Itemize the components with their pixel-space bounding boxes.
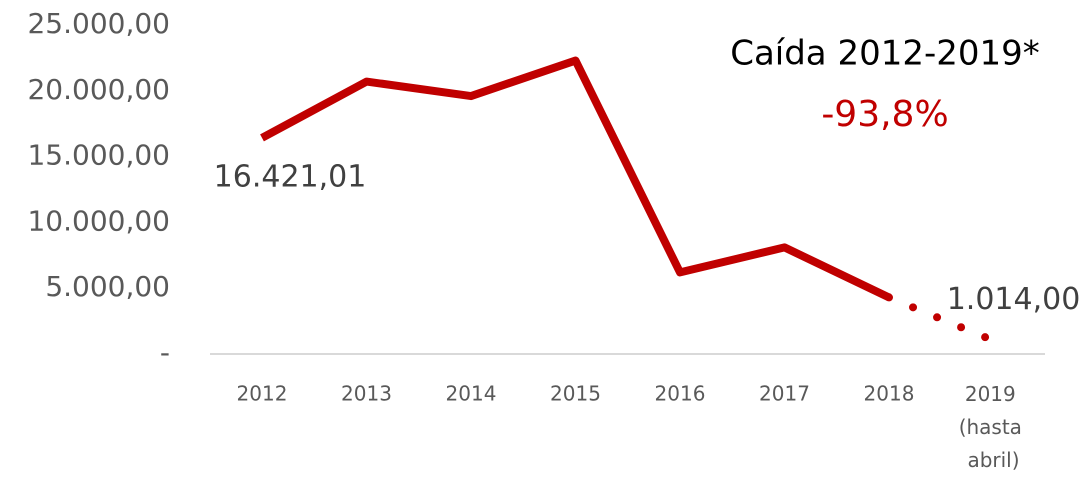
data-label: 16.421,01 bbox=[214, 159, 367, 194]
x-tick-label: 2019 (hasta abril) bbox=[959, 382, 1029, 472]
x-tick-label: 2015 bbox=[550, 382, 601, 406]
annotation: Caída 2012-2019* bbox=[730, 34, 1040, 74]
x-tick-label: 2017 bbox=[759, 382, 810, 406]
x-tick-label: 2014 bbox=[446, 382, 497, 406]
y-tick-label: 5.000,00 bbox=[45, 270, 170, 303]
y-tick-label: 15.000,00 bbox=[27, 139, 170, 172]
y-tick-label: 25.000,00 bbox=[27, 7, 170, 40]
x-tick-label: 2013 bbox=[341, 382, 392, 406]
y-tick-label: 20.000,00 bbox=[27, 73, 170, 106]
x-tick-label: 2016 bbox=[655, 382, 706, 406]
x-tick-label: 2012 bbox=[237, 382, 288, 406]
x-tick-label: 2018 bbox=[864, 382, 915, 406]
data-label: 1.014,00 bbox=[947, 282, 1081, 317]
y-tick-label: 10.000,00 bbox=[27, 204, 170, 237]
y-tick-label: - bbox=[160, 336, 170, 369]
annotation: -93,8% bbox=[821, 94, 948, 135]
line bbox=[260, 56, 891, 302]
